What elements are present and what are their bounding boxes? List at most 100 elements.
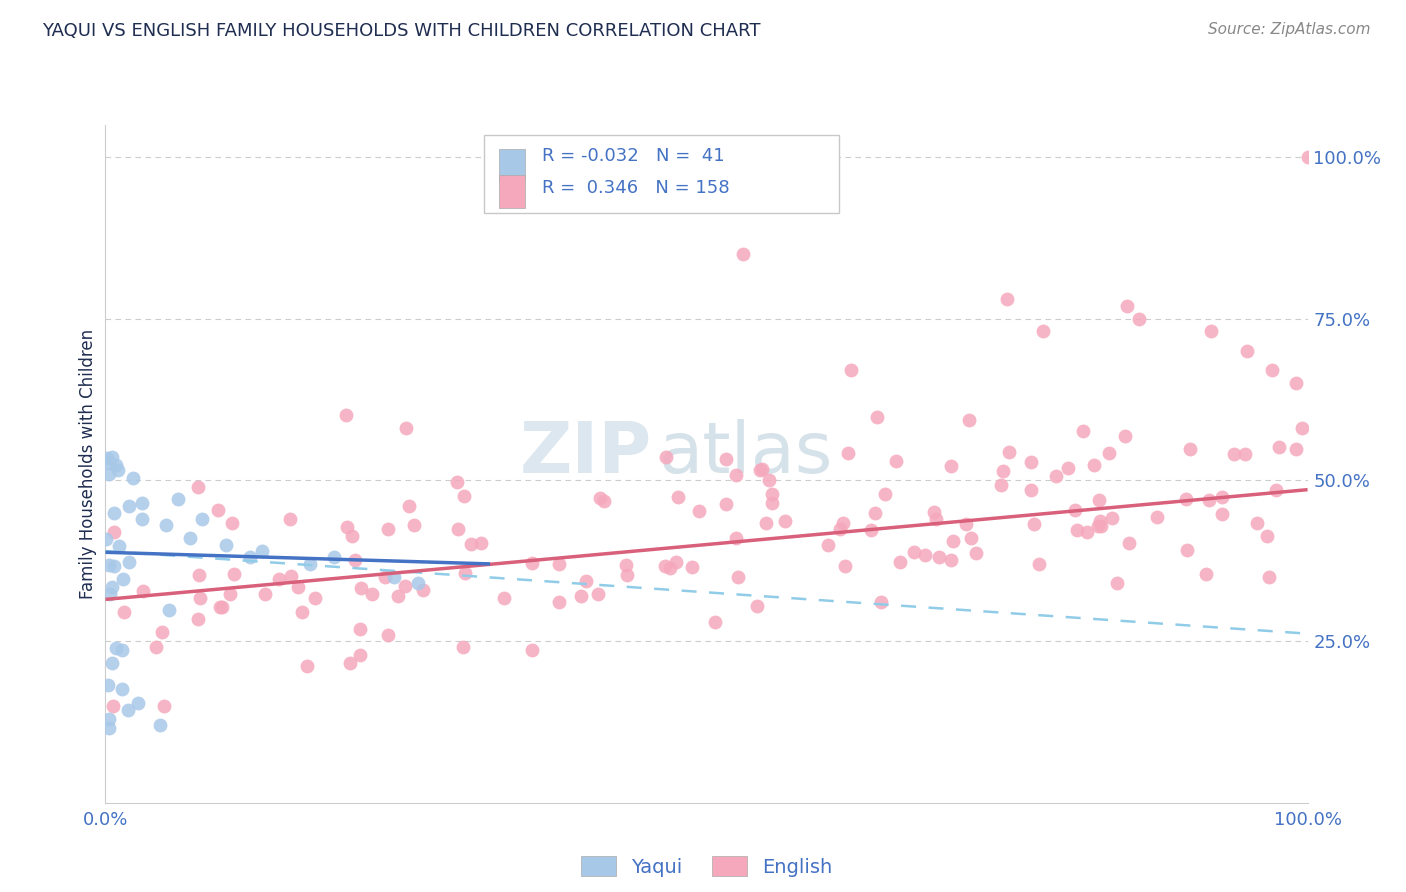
Point [1064, 502, 1087, 516]
Point [1045, 469, 1067, 483]
Point [775, 514, 797, 528]
Point [190, 591, 212, 605]
Point [179, 531, 201, 545]
Point [394, 579, 416, 593]
Point [96, 450, 118, 465]
Point [149, 717, 172, 731]
Point [1256, 529, 1278, 543]
Point [990, 478, 1012, 492]
Point [997, 445, 1019, 459]
Point [111, 642, 134, 657]
Point [1211, 491, 1233, 505]
Point [1291, 421, 1313, 435]
Point [254, 587, 277, 601]
Point [1076, 524, 1098, 539]
Point [1178, 442, 1201, 457]
Point [654, 559, 676, 574]
Point [1223, 447, 1246, 461]
Point [960, 531, 983, 545]
Point [103, 698, 125, 713]
Point [659, 560, 682, 574]
Point [1174, 492, 1197, 507]
Point [1057, 460, 1080, 475]
Point [382, 570, 405, 584]
Point [939, 552, 962, 566]
Point [287, 580, 309, 594]
Point [569, 589, 592, 603]
Point [451, 640, 474, 654]
Point [1284, 376, 1306, 391]
Point [668, 490, 690, 504]
Point [1083, 458, 1105, 473]
Point [101, 656, 124, 670]
Point [97, 456, 120, 470]
Point [107, 463, 129, 477]
FancyBboxPatch shape [484, 135, 839, 213]
Point [145, 640, 167, 655]
Text: ZIP: ZIP [520, 419, 652, 488]
Y-axis label: Family Households with Children: Family Households with Children [79, 329, 97, 599]
Point [166, 492, 188, 507]
Point [494, 591, 516, 605]
Point [942, 533, 965, 548]
Point [117, 703, 139, 717]
Point [412, 582, 434, 597]
Point [335, 409, 357, 423]
Point [1258, 570, 1281, 584]
Point [1201, 325, 1223, 339]
Point [748, 463, 770, 477]
Point [1105, 576, 1128, 591]
Point [398, 499, 420, 513]
Point [98, 467, 121, 481]
Point [828, 522, 851, 536]
Point [207, 503, 229, 517]
FancyBboxPatch shape [499, 175, 524, 208]
Text: R = -0.032   N =  41: R = -0.032 N = 41 [541, 147, 724, 165]
Point [704, 615, 727, 629]
Point [460, 537, 482, 551]
Point [187, 612, 209, 626]
Point [575, 574, 598, 589]
Point [716, 451, 738, 466]
Point [103, 559, 125, 574]
Point [97, 712, 120, 726]
Point [939, 459, 962, 474]
Point [755, 516, 778, 530]
Point [349, 581, 371, 595]
Point [111, 681, 134, 696]
Point [1101, 511, 1123, 525]
Point [280, 568, 302, 582]
Point [208, 600, 231, 615]
Point [1198, 493, 1220, 508]
Point [616, 568, 638, 582]
Point [834, 558, 856, 573]
Point [761, 487, 783, 501]
Point [349, 622, 371, 636]
Point [1024, 516, 1046, 531]
Point [94, 533, 117, 547]
Point [991, 464, 1014, 478]
Point [298, 557, 321, 571]
Point [406, 576, 429, 591]
Point [131, 496, 153, 510]
Point [548, 557, 571, 571]
Point [928, 549, 950, 564]
Point [344, 552, 367, 566]
Point [118, 555, 141, 569]
Point [832, 516, 855, 530]
Point [132, 584, 155, 599]
Point [150, 625, 173, 640]
Point [304, 591, 326, 605]
Point [1296, 150, 1319, 164]
Point [122, 471, 145, 485]
Point [1118, 536, 1140, 550]
Point [98, 721, 121, 735]
Point [1071, 424, 1094, 438]
Point [1268, 440, 1291, 454]
Point [859, 523, 882, 537]
Point [454, 566, 477, 581]
Point [470, 536, 492, 550]
Point [837, 446, 859, 460]
Point [446, 475, 468, 490]
Point [190, 512, 212, 526]
